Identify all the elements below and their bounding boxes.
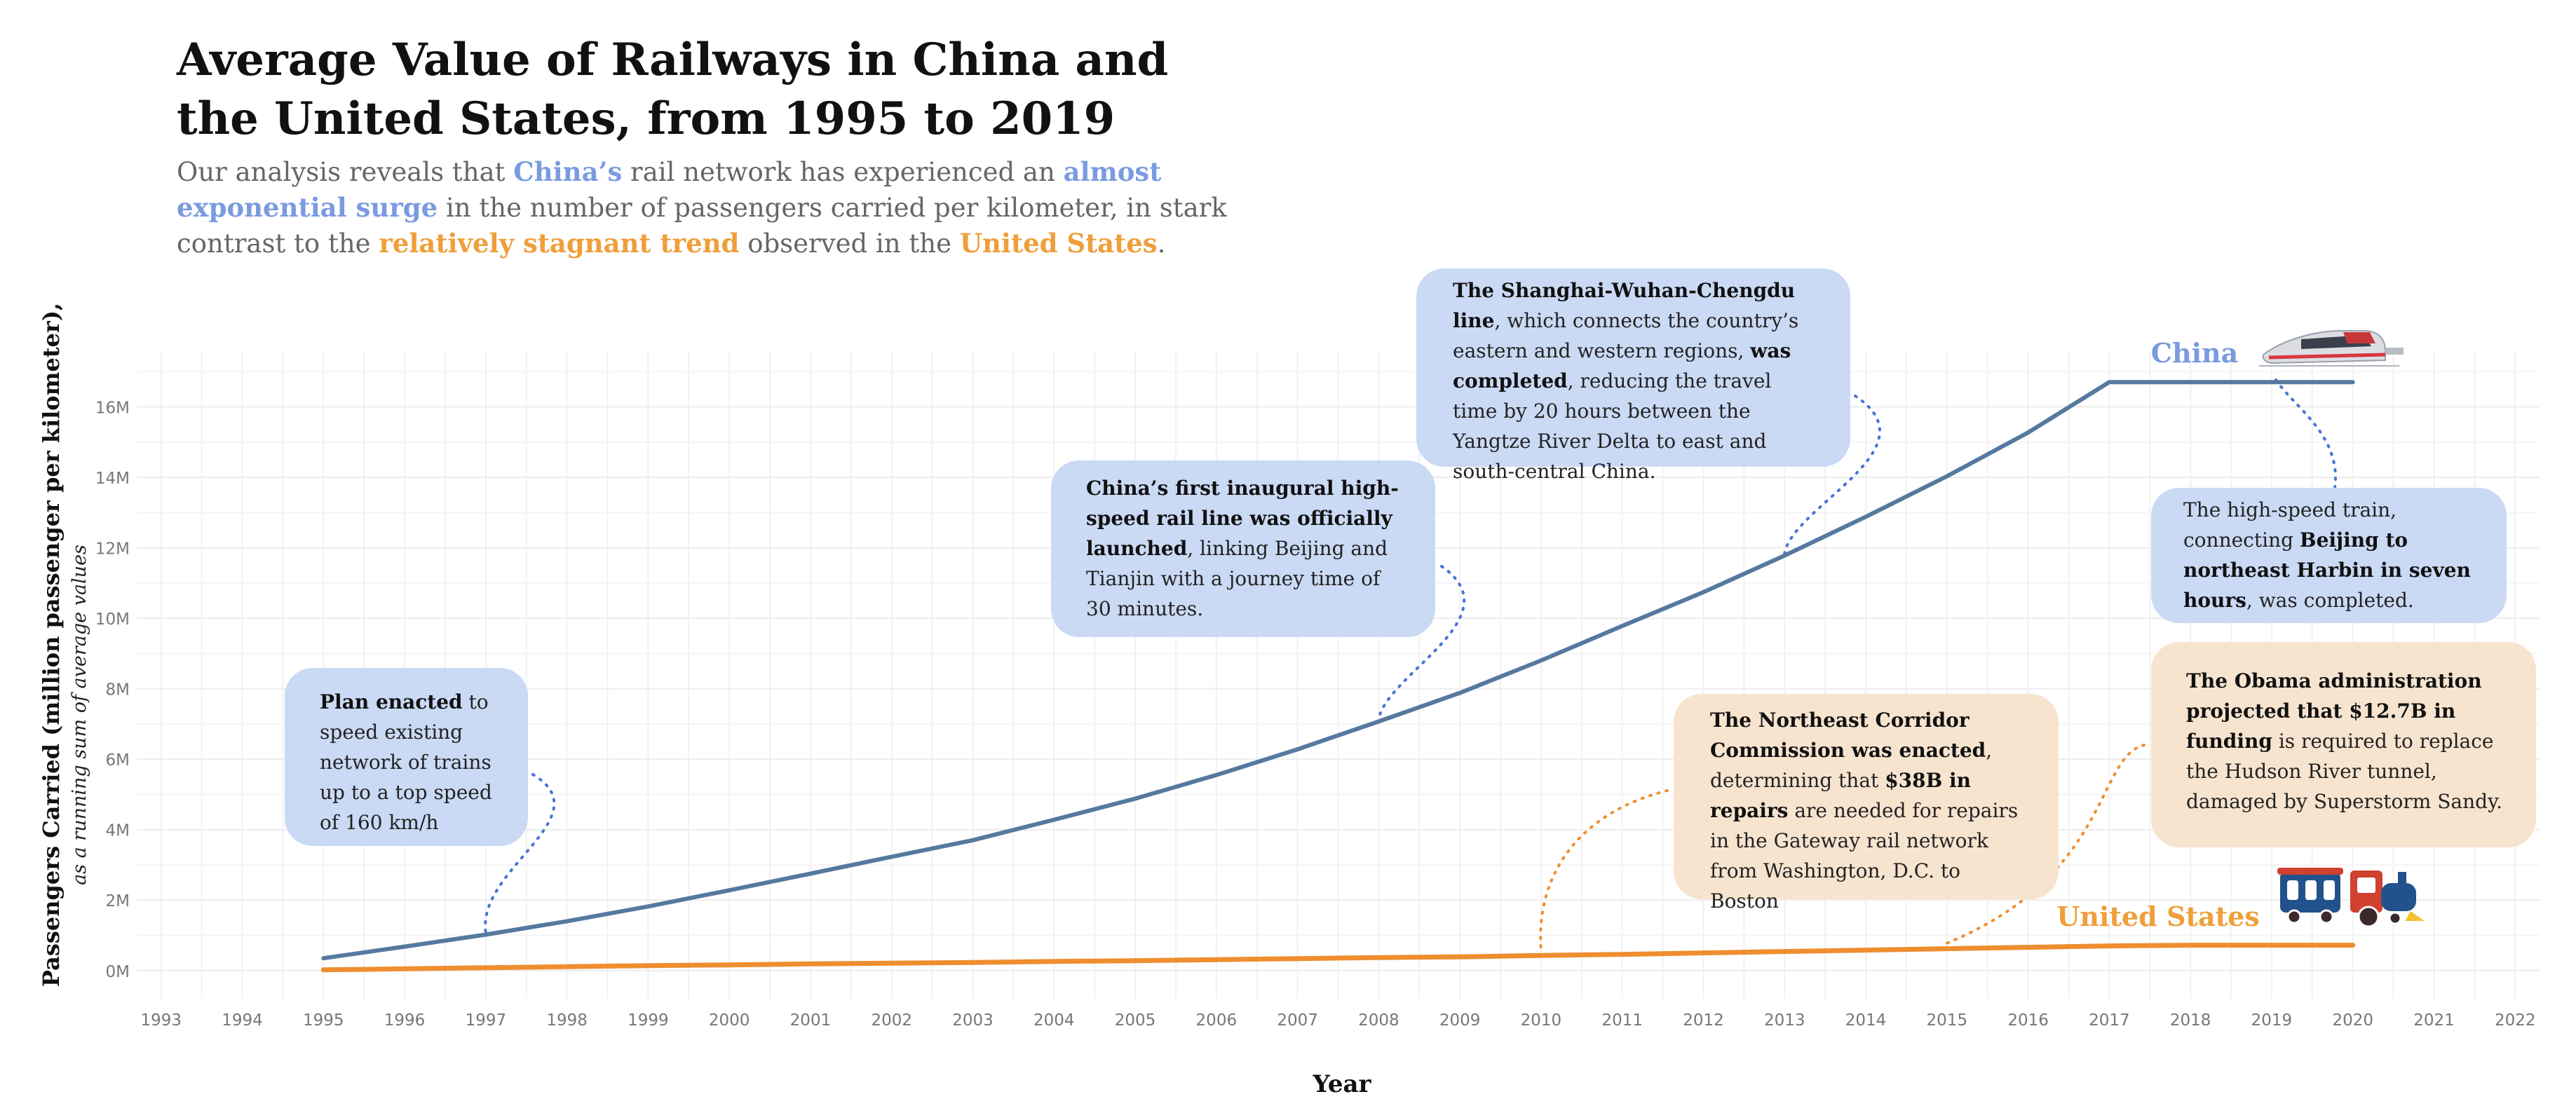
x-tick-label: 1994: [222, 1011, 263, 1030]
annotation-harbin: The high-speed train, connecting Beijing…: [2151, 488, 2507, 623]
x-tick-label: 1997: [466, 1011, 507, 1030]
y-tick-label: 12M: [95, 540, 130, 559]
x-tick-label: 2013: [1764, 1011, 1805, 1030]
series-lines: [320, 380, 2356, 973]
y-axis-ticks: 0M 2M 4M 6M 8M 10M 12M 14M 16M: [95, 399, 130, 981]
x-tick-label: 2014: [1845, 1011, 1887, 1030]
x-tick-label: 2000: [709, 1011, 750, 1030]
x-tick-label: 2002: [871, 1011, 912, 1030]
x-axis-label: Year: [1313, 1070, 1372, 1098]
annotation-bold: $38B in repairs: [1710, 769, 1972, 822]
y-axis-sublabel: as a running sum of average values: [69, 545, 90, 885]
y-tick-label: 4M: [106, 822, 130, 840]
annotation-bold: was completed: [1453, 339, 1791, 392]
x-tick-label: 2019: [2251, 1011, 2293, 1030]
annotation-text: to speed existing network of trains up t…: [320, 690, 492, 834]
annotation-text: is required to replace the Hudson River …: [2186, 730, 2503, 813]
x-tick-label: 2006: [1196, 1011, 1238, 1030]
annotation-text: , was completed.: [2246, 589, 2414, 612]
connector-harbin: [2274, 378, 2337, 489]
x-tick-label: 2018: [2170, 1011, 2211, 1030]
x-tick-label: 2005: [1115, 1011, 1156, 1030]
x-tick-label: 1999: [628, 1011, 669, 1030]
annotation-bold: The Shanghai-Wuhan-Chengdu line: [1453, 279, 1796, 332]
y-tick-label: 14M: [95, 470, 130, 488]
x-tick-label: 2021: [2413, 1011, 2455, 1030]
y-tick-label: 10M: [95, 610, 130, 629]
connector-beijing-tianjin: [1377, 565, 1465, 721]
x-tick-label: 2008: [1358, 1011, 1399, 1030]
annotation-text: , determining that: [1710, 739, 1993, 792]
subtitle-highlight-surge: almost exponential surge: [177, 156, 1162, 223]
x-tick-label: 1995: [303, 1011, 344, 1030]
annotation-beijing-tianjin: China’s first inaugural high-speed rail …: [1051, 460, 1435, 637]
x-tick-label: 2020: [2332, 1011, 2373, 1030]
series-label-us: United States: [2056, 901, 2259, 932]
series-label-china: China: [2151, 337, 2239, 369]
title-block: Average Value of Railways in China and t…: [177, 31, 1228, 261]
annotation-obama: The Obama administration projected that …: [2151, 642, 2536, 847]
annotation-text: The high-speed train, connecting: [2183, 498, 2397, 552]
y-tick-label: 8M: [106, 681, 130, 699]
x-tick-label: 2011: [1601, 1011, 1643, 1030]
x-tick-label: 2009: [1439, 1011, 1481, 1030]
subtitle-highlight-china: China’s: [513, 156, 623, 187]
y-tick-label: 2M: [106, 892, 130, 910]
annotation-bold: Plan enacted: [320, 690, 463, 713]
annotation-connectors: [484, 378, 2337, 952]
x-tick-label: 2022: [2495, 1011, 2536, 1030]
annotation-bold: The Northeast Corridor Commission was en…: [1710, 709, 1986, 762]
subtitle-highlight-us: United States: [959, 228, 1158, 259]
y-tick-label: 16M: [95, 399, 130, 417]
y-axis-label: Passengers Carried (million passenger pe…: [38, 303, 65, 987]
annotation-plan: Plan enacted to speed existing network o…: [285, 668, 528, 846]
subtitle-text: rail network has experienced an: [622, 157, 1064, 187]
subtitle-text: .: [1157, 228, 1166, 259]
series-line-china: [321, 380, 2355, 961]
y-tick-label: 0M: [106, 963, 130, 981]
subtitle-highlight-stagnant: relatively stagnant trend: [379, 228, 740, 259]
x-tick-label: 2015: [1927, 1011, 1968, 1030]
chart-subtitle: Our analysis reveals that China’s rail n…: [177, 154, 1228, 261]
annotation-shanghai: The Shanghai-Wuhan-Chengdu line, which c…: [1416, 268, 1850, 483]
connector-plan: [484, 773, 556, 934]
subtitle-text: in the number of passengers carried per …: [177, 193, 1227, 259]
annotation-text: are needed for repairs in the Gateway ra…: [1710, 799, 2019, 913]
x-tick-label: 2012: [1683, 1011, 1724, 1030]
connector-shanghai: [1783, 395, 1881, 554]
steam-locomotive-icon: [2277, 868, 2425, 928]
x-tick-label: 1993: [140, 1011, 182, 1030]
annotation-text: , which connects the country’s eastern a…: [1453, 309, 1799, 362]
x-tick-label: 1996: [384, 1011, 426, 1030]
subtitle-text: observed in the: [739, 228, 960, 259]
annotation-text: , reducing the travel time by 20 hours b…: [1453, 369, 1772, 483]
x-tick-label: 2010: [1521, 1011, 1562, 1030]
annotation-corridor: The Northeast Corridor Commission was en…: [1674, 694, 2059, 913]
x-axis-ticks: 1993 1994 1995 1996 1997 1998 1999 2000 2001 2002…: [140, 1011, 2535, 1030]
y-tick-label: 6M: [106, 751, 130, 770]
x-tick-label: 2017: [2089, 1011, 2130, 1030]
x-tick-label: 2016: [2007, 1011, 2049, 1030]
x-tick-label: 2001: [790, 1011, 832, 1030]
subtitle-text: Our analysis reveals that: [177, 157, 514, 187]
annotation-bold: Beijing to northeast Harbin in seven hou…: [2183, 528, 2471, 612]
chart-title: Average Value of Railways in China and t…: [177, 34, 1169, 145]
x-tick-label: 2007: [1277, 1011, 1318, 1030]
x-tick-label: 2004: [1033, 1011, 1075, 1030]
high-speed-train-icon: [2259, 330, 2404, 367]
annotation-bold: China’s first inaugural high-speed rail …: [1086, 477, 1399, 560]
annotation-bold: The Obama administration projected that …: [2186, 669, 2482, 753]
annotation-text: , linking Beijing and Tianjin with a jou…: [1086, 537, 1388, 620]
connector-corridor: [1539, 789, 1669, 952]
x-tick-label: 2003: [952, 1011, 994, 1030]
series-line-us: [320, 943, 2356, 973]
x-tick-label: 1998: [546, 1011, 588, 1030]
